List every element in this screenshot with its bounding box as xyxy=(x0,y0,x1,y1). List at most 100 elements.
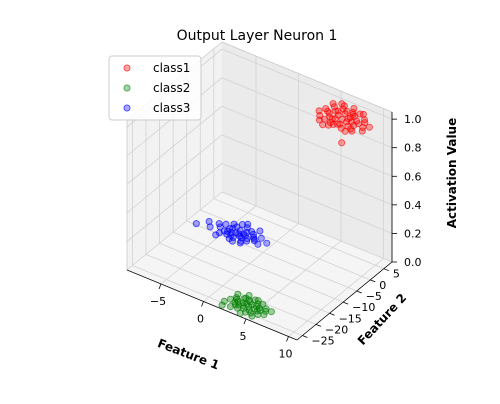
class1-point xyxy=(323,107,331,115)
class3-point xyxy=(228,237,236,245)
class1-point xyxy=(333,120,341,128)
class2-point xyxy=(254,297,262,305)
y-tick-label: −20 xyxy=(325,323,348,336)
class1-point xyxy=(348,118,356,126)
grid-line-y-floor xyxy=(172,231,344,303)
y-tick-mark xyxy=(302,335,308,338)
x-axis-label: Feature 1 xyxy=(156,336,222,372)
class1-point xyxy=(338,100,346,108)
class3-point xyxy=(222,220,230,228)
grid-line-z-left xyxy=(126,163,223,242)
class3-point xyxy=(215,220,223,228)
z-tick-label: 0.8 xyxy=(404,142,422,155)
y-axis-label: Feature 2 xyxy=(355,291,409,348)
grid-line-z-back xyxy=(221,191,393,263)
class2-point xyxy=(262,307,270,315)
legend-label-class1: class1 xyxy=(153,61,190,75)
class1-point xyxy=(334,107,342,115)
class1-point xyxy=(343,107,351,115)
class2-point xyxy=(245,291,253,299)
y-tick-mark xyxy=(383,268,390,272)
class3-point xyxy=(206,223,214,231)
grid-line-z-left xyxy=(126,134,223,214)
grid-line-z-back xyxy=(221,134,393,206)
grid-line-y-floor xyxy=(145,254,317,325)
y-tick-label: −15 xyxy=(339,312,362,325)
pane-back xyxy=(222,42,392,262)
class1-point xyxy=(328,115,336,123)
class1-point xyxy=(359,110,367,118)
class2-point xyxy=(220,297,228,305)
y-tick-mark xyxy=(329,312,335,316)
y-tick-label: 5 xyxy=(393,268,400,281)
class3-point xyxy=(212,231,220,239)
class2-point xyxy=(234,290,242,298)
class2-point xyxy=(240,304,248,312)
class3-point xyxy=(257,234,265,242)
z-tick-label: 0.0 xyxy=(404,256,422,269)
grid-line-z-left xyxy=(126,191,223,271)
class3-point xyxy=(243,224,251,232)
class3-point xyxy=(250,235,258,243)
grid-line-y-floor xyxy=(213,198,385,270)
class2-point xyxy=(226,303,234,311)
chart-title: Output Layer Neuron 1 xyxy=(177,28,338,44)
grid-line-y-floor xyxy=(159,242,330,314)
x-tick-mark xyxy=(201,301,204,307)
class3-point xyxy=(244,220,252,228)
x-axis-line xyxy=(126,269,298,341)
class3-point xyxy=(229,224,237,232)
grid-line-y-floor xyxy=(200,209,371,281)
class1-point xyxy=(350,105,358,113)
grid-lines xyxy=(126,48,393,337)
y-tick-label: 0 xyxy=(379,279,386,292)
y-tick-label: −25 xyxy=(311,335,334,348)
class2-point xyxy=(248,312,256,320)
class3-point xyxy=(224,227,232,235)
class2-point xyxy=(241,308,249,316)
grid-line-y-floor xyxy=(132,265,303,336)
z-tick-label: 0.2 xyxy=(404,227,422,240)
legend-marker-class2 xyxy=(123,84,131,92)
class3-point xyxy=(254,240,262,248)
class3-point xyxy=(192,220,200,228)
z-tick-label: 0.4 xyxy=(404,199,422,212)
class1-point xyxy=(349,111,357,119)
x-tick-label: 0 xyxy=(197,313,204,326)
class2-point xyxy=(234,298,242,306)
grid-line-x-floor xyxy=(160,205,257,285)
class2-point xyxy=(218,301,226,309)
class1-point xyxy=(343,118,351,126)
class3-point xyxy=(238,220,246,228)
class3-point xyxy=(236,239,244,247)
y-tick-mark xyxy=(342,301,349,305)
x-tick-label: 10 xyxy=(279,348,293,361)
x-tick-mark xyxy=(243,318,247,325)
class1-point xyxy=(353,117,361,125)
class1-point xyxy=(315,116,323,124)
class1-point xyxy=(347,125,355,133)
grid-line-z-back xyxy=(221,163,393,234)
class2-point xyxy=(255,304,263,312)
legend-marker-class1 xyxy=(123,64,131,72)
grid-line-y-floor xyxy=(186,220,357,292)
class1-point xyxy=(358,127,366,135)
grid-line-x-floor xyxy=(288,258,384,337)
class2-point xyxy=(267,308,275,316)
class2-point xyxy=(236,309,244,317)
legend-marker-class3 xyxy=(123,104,131,112)
class1-point xyxy=(365,123,373,131)
y-tick-label: −5 xyxy=(366,290,382,303)
grid-line-z-back xyxy=(221,77,393,149)
grid-line-x-floor xyxy=(203,223,299,302)
class1-point xyxy=(329,100,337,108)
class2-point xyxy=(250,305,258,313)
pane-floor xyxy=(127,192,392,340)
y-tick-mark xyxy=(356,290,362,294)
pane-edge-top-back xyxy=(221,41,393,113)
x-tick-mark xyxy=(286,336,289,342)
class3-point xyxy=(205,217,213,225)
